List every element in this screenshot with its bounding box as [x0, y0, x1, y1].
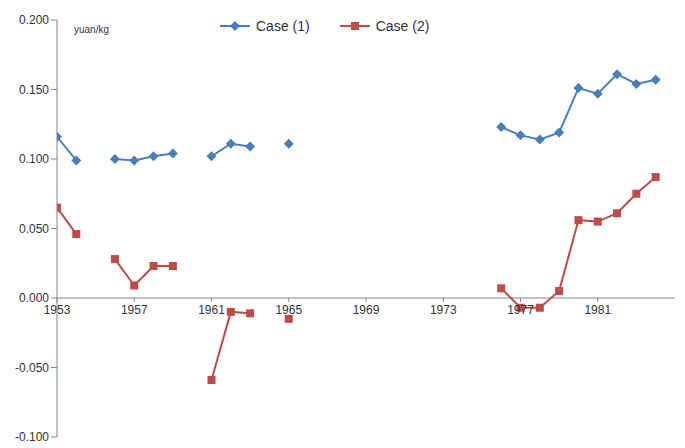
svg-text:0.100: 0.100 [19, 152, 49, 166]
svg-text:1973: 1973 [430, 303, 457, 317]
svg-text:1953: 1953 [43, 303, 71, 317]
svg-text:0.000: 0.000 [19, 291, 49, 305]
svg-text:0.050: 0.050 [19, 222, 49, 236]
svg-text:0.200: 0.200 [19, 13, 49, 27]
svg-text:1957: 1957 [121, 303, 148, 317]
svg-text:1981: 1981 [584, 303, 611, 317]
svg-text:-0.050: -0.050 [15, 361, 49, 375]
svg-text:0.150: 0.150 [19, 83, 49, 97]
svg-text:1961: 1961 [198, 303, 225, 317]
svg-text:1977: 1977 [507, 303, 534, 317]
svg-text:yuan/kg: yuan/kg [74, 24, 109, 35]
svg-text:-0.100: -0.100 [15, 430, 49, 444]
html-text:Case (1): Case (1) [256, 18, 310, 34]
svg-text:1965: 1965 [275, 303, 302, 317]
html-text:Case (2): Case (2) [375, 18, 430, 34]
svg-text:1969: 1969 [353, 303, 380, 317]
